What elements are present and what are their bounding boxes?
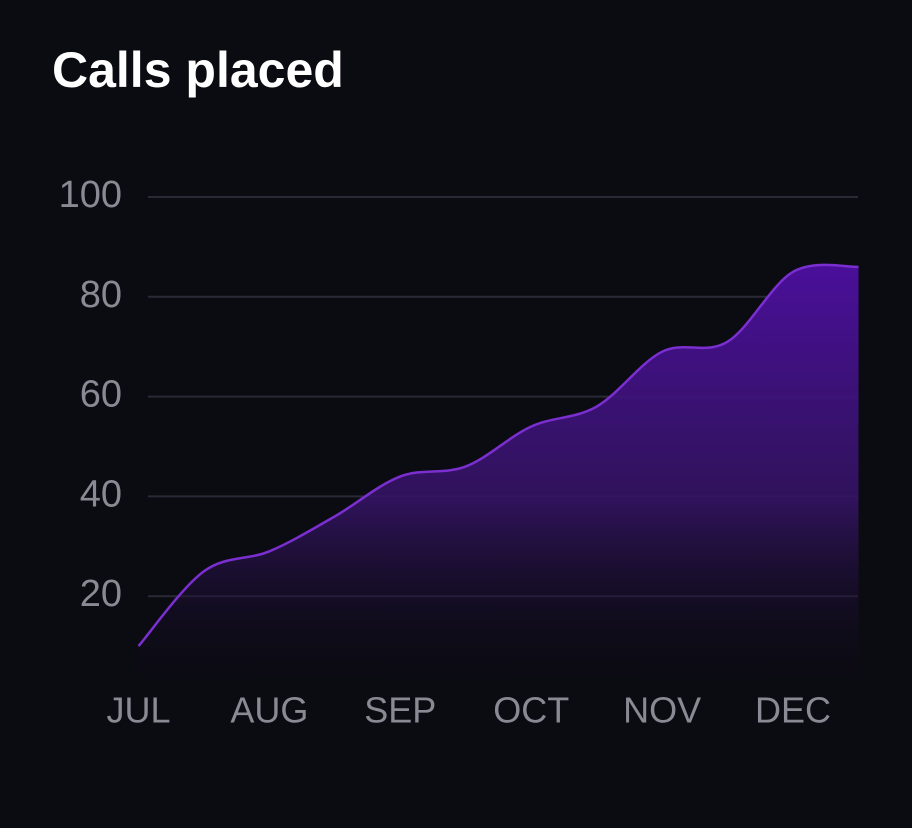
x-tick-label: SEP [364,690,436,731]
area-fill [138,264,859,696]
area-line [137,263,859,647]
y-tick-label: 80 [80,274,122,316]
y-tick-label: 100 [59,174,122,216]
x-tick-label: AUG [230,690,308,731]
x-tick-label: NOV [623,690,701,731]
y-tick-label: 60 [80,374,122,416]
x-tick-label: OCT [493,690,569,731]
y-tick-label: 20 [80,573,122,615]
y-tick-label: 40 [80,473,122,515]
chart-title: Calls placed [52,42,344,98]
x-tick-label: JUL [106,690,170,731]
x-tick-label: DEC [755,690,831,731]
